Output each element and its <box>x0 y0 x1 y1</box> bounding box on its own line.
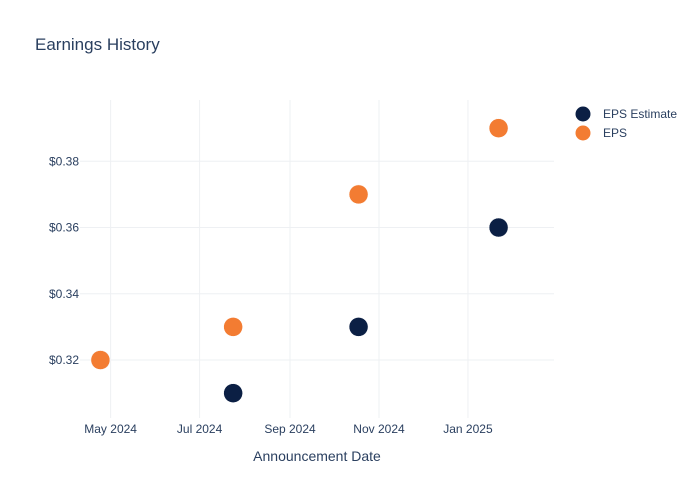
legend-marker[interactable] <box>575 125 591 141</box>
legend-label[interactable]: EPS Estimate <box>603 107 677 121</box>
y-tick-label: $0.34 <box>49 287 79 301</box>
data-point <box>223 383 243 403</box>
data-point <box>488 118 509 138</box>
grid-layer <box>80 100 554 418</box>
data-point <box>348 184 369 205</box>
x-axis-title: Announcement Date <box>253 448 381 464</box>
legend-marker[interactable] <box>575 106 591 122</box>
x-tick-label: Jan 2025 <box>443 422 493 436</box>
data-points <box>90 118 509 403</box>
legend-label[interactable]: EPS <box>603 126 627 140</box>
x-tick-label: Nov 2024 <box>353 422 405 436</box>
data-point <box>488 217 509 238</box>
y-tick-label: $0.36 <box>49 221 79 235</box>
x-tick-label: Sep 2024 <box>264 422 316 436</box>
chart-title: Earnings History <box>35 35 160 54</box>
x-tick-label: May 2024 <box>84 422 137 436</box>
data-point <box>348 317 369 337</box>
y-tick-label: $0.32 <box>49 353 79 367</box>
x-tick-labels: May 2024 Jul 2024 Sep 2024 Nov 2024 Jan 2025 <box>84 422 493 436</box>
x-tick-label: Jul 2024 <box>177 422 223 436</box>
y-tick-labels: $0.32 $0.34 $0.36 $0.38 <box>49 154 79 367</box>
data-point <box>90 350 111 370</box>
legend[interactable]: EPS Estimate EPS <box>575 106 678 141</box>
data-point <box>223 317 243 337</box>
y-tick-label: $0.38 <box>49 154 79 168</box>
